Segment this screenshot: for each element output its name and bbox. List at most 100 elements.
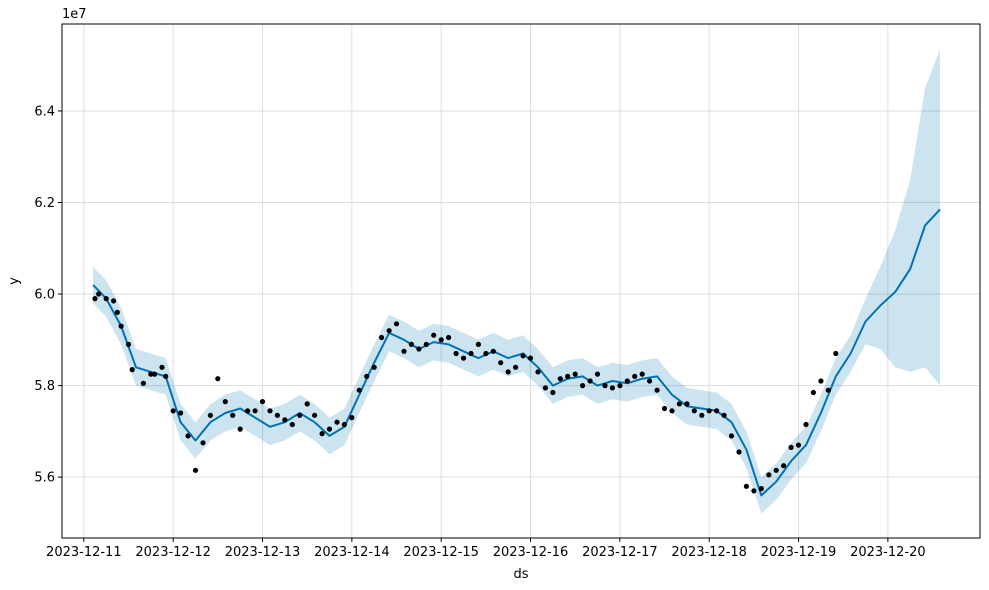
observed-point xyxy=(103,296,109,302)
observed-point xyxy=(230,412,236,418)
forecast-line-layer xyxy=(92,208,941,497)
observed-point xyxy=(438,337,444,343)
observed-point xyxy=(468,350,474,357)
observed-point xyxy=(602,383,608,389)
observed-point xyxy=(349,415,355,421)
observed-point xyxy=(639,371,645,377)
observed-point xyxy=(118,323,124,329)
observed-point xyxy=(609,385,616,391)
observed-point xyxy=(401,348,407,354)
observed-point xyxy=(312,412,318,418)
observed-point xyxy=(96,291,102,297)
observed-point xyxy=(252,408,258,414)
observed-point xyxy=(416,346,422,352)
uncertainty-band xyxy=(93,49,941,514)
observed-point xyxy=(535,369,541,375)
observed-point xyxy=(781,463,787,469)
observed-point xyxy=(192,467,199,473)
observed-point xyxy=(282,417,288,423)
observed-point xyxy=(446,334,452,341)
observed-point xyxy=(572,371,578,377)
observed-point xyxy=(706,408,712,414)
observed-point xyxy=(431,332,437,338)
observed-point xyxy=(714,408,720,414)
observed-point xyxy=(245,408,251,414)
x-tick-label: 2023-12-17 xyxy=(582,545,658,560)
observed-point xyxy=(326,426,333,432)
observed-point xyxy=(267,408,273,414)
observed-point xyxy=(833,350,839,357)
observed-point xyxy=(542,385,549,391)
observed-point xyxy=(490,348,496,354)
observed-point xyxy=(222,399,228,405)
observed-point xyxy=(594,371,601,377)
observed-point xyxy=(825,387,831,393)
observed-point xyxy=(170,408,176,414)
observed-point xyxy=(356,387,362,393)
observed-point xyxy=(803,421,809,428)
observed-point xyxy=(148,371,154,377)
y-tick-label: 5.8 xyxy=(34,379,55,394)
axis-ticks-layer: 2023-12-11 2023-12-12 2023-12-13 2023-12-14… xyxy=(34,104,925,560)
uncertainty-band-layer xyxy=(93,49,941,514)
plot-frame xyxy=(61,23,981,539)
observed-point xyxy=(114,309,120,315)
observed-point xyxy=(669,408,675,414)
observed-point xyxy=(721,412,727,418)
observed-point xyxy=(818,378,824,384)
observed-points-layer xyxy=(92,291,839,494)
observed-point xyxy=(736,449,742,455)
observed-point xyxy=(152,371,158,377)
observed-point xyxy=(654,387,660,393)
observed-point xyxy=(304,401,310,407)
x-tick-label: 2023-12-15 xyxy=(403,545,479,560)
observed-point xyxy=(557,376,563,382)
observed-point xyxy=(751,488,757,494)
y-tick-label: 6.2 xyxy=(34,196,55,211)
observed-point xyxy=(788,444,794,450)
forecast-line xyxy=(92,208,941,497)
observed-point xyxy=(379,334,385,341)
observed-point xyxy=(728,433,735,439)
observed-point xyxy=(274,412,280,418)
observed-point xyxy=(475,341,481,347)
observed-point xyxy=(259,399,266,405)
observed-point xyxy=(408,341,414,347)
x-tick-label: 2023-12-12 xyxy=(135,545,211,560)
observed-point xyxy=(334,419,340,425)
observed-point xyxy=(483,350,489,357)
y-axis-title: y xyxy=(7,277,22,285)
observed-point xyxy=(364,373,370,379)
observed-point xyxy=(460,355,467,361)
observed-point xyxy=(319,431,325,437)
observed-point xyxy=(795,442,802,448)
grid-layer xyxy=(62,24,980,538)
observed-point xyxy=(773,467,779,473)
observed-point xyxy=(178,410,184,416)
observed-point xyxy=(617,383,623,389)
observed-point xyxy=(520,353,526,359)
observed-point xyxy=(200,440,206,446)
observed-point xyxy=(513,364,519,370)
observed-point xyxy=(565,373,571,379)
observed-point xyxy=(527,355,534,361)
observed-point xyxy=(505,369,511,375)
observed-point xyxy=(297,412,303,418)
observed-point xyxy=(810,389,817,396)
observed-point xyxy=(215,376,221,382)
observed-point xyxy=(453,350,459,357)
y-tick-label: 6.4 xyxy=(34,104,55,119)
observed-point xyxy=(237,426,243,432)
observed-point xyxy=(684,401,690,407)
observed-point xyxy=(159,364,165,370)
observed-point xyxy=(758,486,764,492)
observed-point xyxy=(125,341,132,347)
observed-point xyxy=(393,321,400,327)
observed-point xyxy=(647,378,653,384)
observed-point xyxy=(163,373,169,379)
observed-point xyxy=(423,341,429,347)
x-tick-label: 2023-12-14 xyxy=(314,545,390,560)
y-tick-label: 6.0 xyxy=(34,288,55,303)
observed-point xyxy=(632,373,638,379)
